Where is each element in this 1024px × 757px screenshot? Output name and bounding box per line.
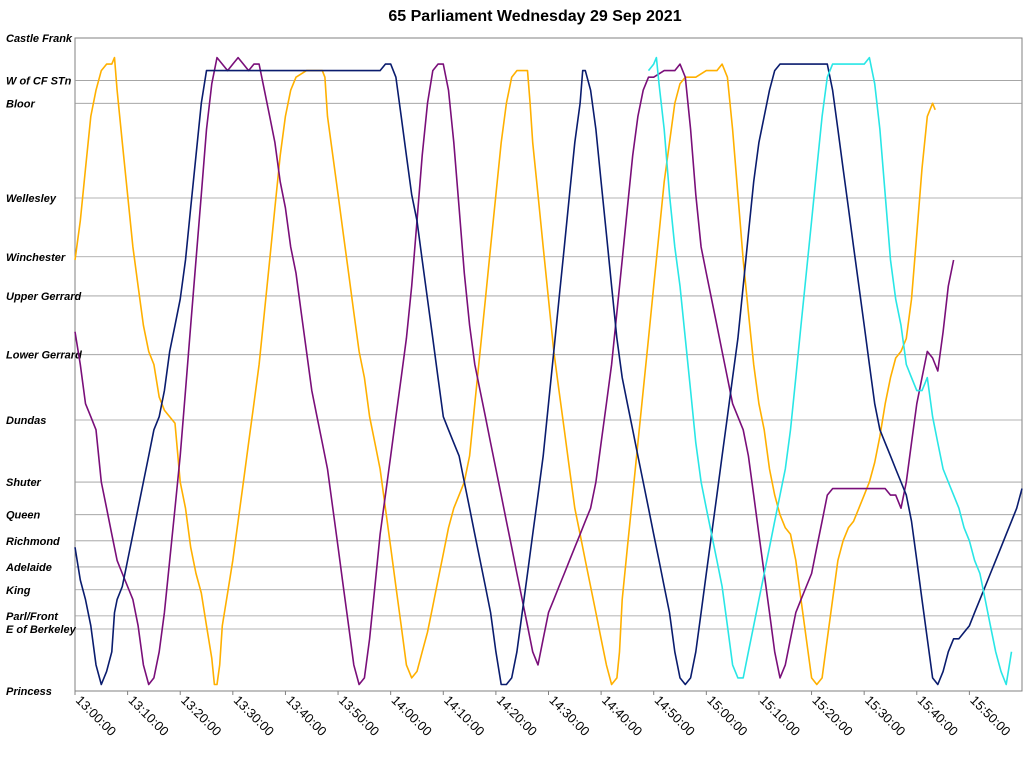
stop-label: Queen [6, 510, 41, 522]
x-tick-label: 14:50:00 [652, 693, 698, 739]
series-line-1-1 [74, 56, 936, 686]
stop-label: Bloor [6, 98, 35, 110]
stop-label: Lower Gerrard [6, 350, 82, 362]
stop-labels: Castle Frank W of CF STn Bloor Wellesley Win… [5, 33, 82, 698]
trip-lines [74, 56, 1023, 686]
x-tick-label: 14:40:00 [599, 693, 645, 739]
series-line-2-1 [74, 56, 955, 686]
stop-label: King [6, 585, 31, 597]
x-tick-label: 15:10:00 [757, 693, 803, 739]
series-line-4-1 [647, 56, 1013, 686]
stop-label: Dundas [6, 415, 46, 427]
x-tick-label: 13:40:00 [283, 693, 329, 739]
stop-label: Castle Frank [6, 33, 73, 45]
stop-label: Wellesley [6, 193, 57, 205]
x-tick-label: 15:30:00 [862, 693, 908, 739]
series-line-3-1 [74, 63, 1023, 686]
x-tick-label: 13:20:00 [178, 693, 224, 739]
x-tick-label: 15:20:00 [809, 693, 855, 739]
x-tick-label: 15:40:00 [915, 693, 961, 739]
x-tick-label: 14:20:00 [494, 693, 540, 739]
x-tick-label: 13:30:00 [231, 693, 277, 739]
x-tick-label: 15:00:00 [704, 693, 750, 739]
stop-gridlines [75, 80, 1022, 630]
chart-title: 65 Parliament Wednesday 29 Sep 2021 [388, 8, 681, 25]
stop-label: Upper Gerrard [6, 291, 81, 303]
stop-label: Princess [6, 686, 52, 698]
x-tick-label: 14:00:00 [389, 693, 435, 739]
stop-label: Winchester [6, 252, 66, 264]
stop-label: Parl/Front [6, 611, 59, 623]
x-tick-label: 14:30:00 [546, 693, 592, 739]
x-tick-label: 13:10:00 [125, 693, 171, 739]
stop-label: Richmond [6, 536, 60, 548]
x-tick-label: 15:50:00 [967, 693, 1013, 739]
x-tick-label: 13:50:00 [336, 693, 382, 739]
plot-area [74, 37, 1023, 692]
stop-label: Shuter [6, 477, 42, 489]
x-tick-label: 13:00:00 [73, 693, 119, 739]
stop-label: E of Berkeley [6, 624, 77, 636]
stop-label: W of CF STn [6, 75, 72, 87]
time-ticks: 13:00:00 13:10:00 13:20:00 13:30:00 13:40:00… [73, 691, 1014, 739]
stop-label: Adelaide [5, 562, 52, 574]
x-tick-label: 14:10:00 [441, 693, 487, 739]
